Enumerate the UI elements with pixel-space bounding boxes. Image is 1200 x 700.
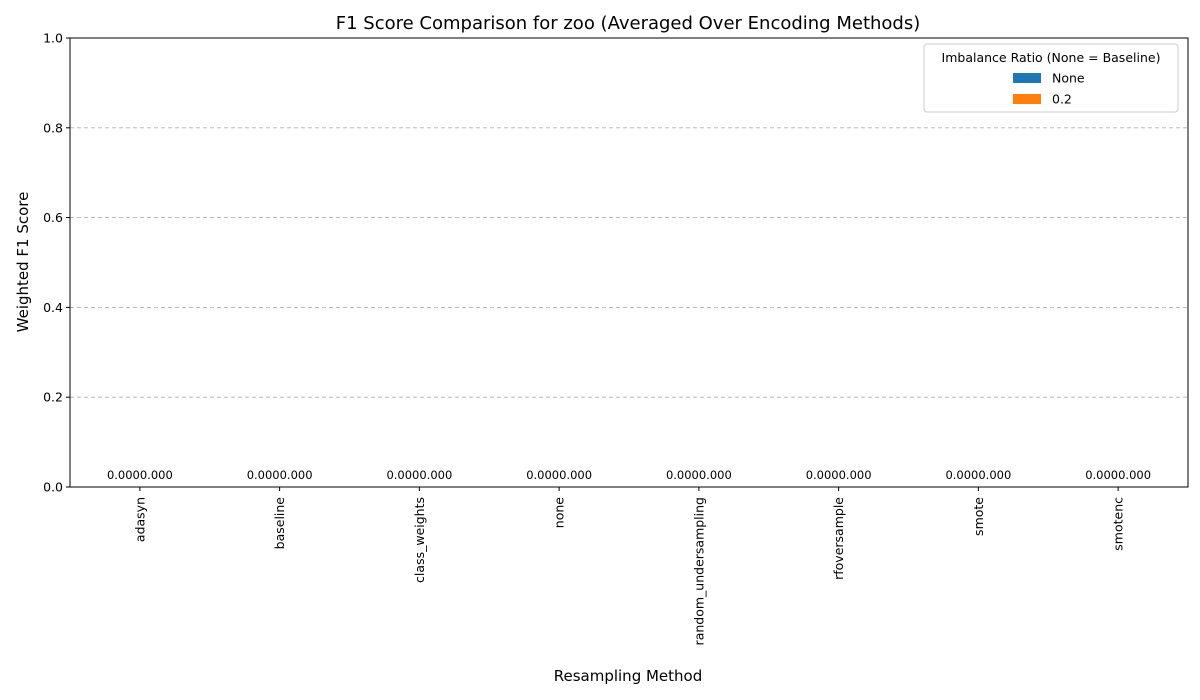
legend-label: None xyxy=(1052,71,1085,86)
y-tick-label: 1.0 xyxy=(43,31,63,46)
legend-box xyxy=(923,43,1179,113)
bar-value-label: 0.0000.000 xyxy=(1085,468,1151,482)
x-tick-label: smote xyxy=(971,497,986,536)
legend-swatch xyxy=(1013,94,1041,104)
x-axis: adasyn baseline class_weights none random_un… xyxy=(132,487,1126,645)
bar-value-label: 0.0000.000 xyxy=(806,468,872,482)
bar-value-label: 0.0000.000 xyxy=(945,468,1011,482)
y-axis-label: Weighted F1 Score xyxy=(14,192,32,333)
y-tick-label: 0.6 xyxy=(43,210,63,225)
y-tick-label: 0.0 xyxy=(43,480,63,495)
bar-value-label: 0.0000.000 xyxy=(247,468,313,482)
x-axis-label: Resampling Method xyxy=(554,667,703,685)
bar-labels: 0.0000.000 0.0000.000 0.0000.000 0.0000.000… xyxy=(107,468,1151,482)
x-tick-label: random_undersampling xyxy=(691,497,706,645)
bar-value-label: 0.0000.000 xyxy=(386,468,452,482)
legend-label: 0.2 xyxy=(1052,92,1072,107)
plot-frame xyxy=(69,37,1189,488)
legend-entries: None 0.2 xyxy=(1013,71,1085,107)
legend: Imbalance Ratio (None = Baseline) None 0.… xyxy=(923,43,1179,113)
legend-swatch xyxy=(1013,73,1041,83)
grid-lines xyxy=(70,127,1188,398)
y-tick-label: 0.4 xyxy=(43,300,63,315)
y-axis: 0.0 0.2 0.4 0.6 0.8 1.0 xyxy=(43,31,70,495)
x-tick-label: class_weights xyxy=(412,497,427,583)
x-tick-label: rfoversample xyxy=(831,497,846,580)
legend-title: Imbalance Ratio (None = Baseline) xyxy=(942,50,1161,65)
bar-value-label: 0.0000.000 xyxy=(107,468,173,482)
x-tick-label: adasyn xyxy=(132,497,147,542)
x-tick-label: smotenc xyxy=(1111,497,1126,551)
y-tick-label: 0.8 xyxy=(43,120,63,135)
y-tick-label: 0.2 xyxy=(43,390,63,405)
bar-value-label: 0.0000.000 xyxy=(526,468,592,482)
x-tick-label: baseline xyxy=(272,497,287,550)
bar-value-label: 0.0000.000 xyxy=(666,468,732,482)
chart-title: F1 Score Comparison for zoo (Averaged Ov… xyxy=(336,13,921,34)
x-tick-label: none xyxy=(552,497,567,528)
